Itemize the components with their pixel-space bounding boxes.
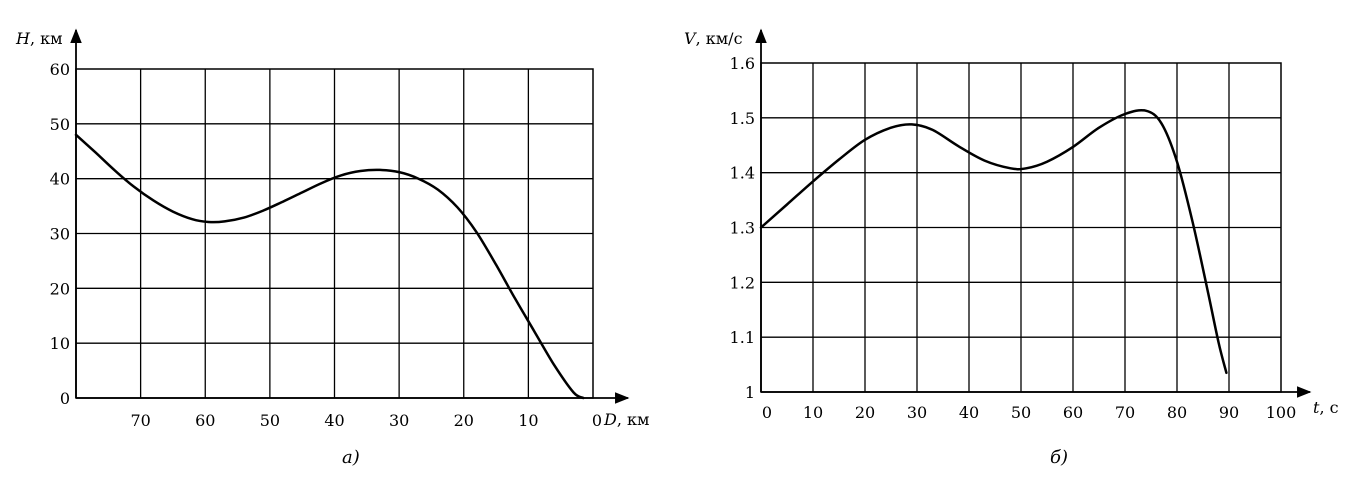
y-tick-label: 0 xyxy=(60,389,70,408)
x-tick-label: 80 xyxy=(1167,403,1187,422)
y-tick-label: 1 xyxy=(745,383,755,402)
x-tick-label: 40 xyxy=(324,411,344,430)
y-tick-label: 40 xyxy=(50,170,70,189)
x-tick-label: 20 xyxy=(454,411,474,430)
x-tick-label: 30 xyxy=(907,403,927,422)
x-tick-label: 90 xyxy=(1219,403,1239,422)
x-tick-label: 60 xyxy=(195,411,215,430)
x-tick-labels-b: 0 10 20 30 40 50 60 70 80 90 100 xyxy=(762,403,1296,422)
x-tick-labels-a: 70 60 50 40 30 20 10 0 xyxy=(130,411,602,430)
y-tick-label: 1.1 xyxy=(730,328,755,347)
y-tick-label: 1.4 xyxy=(730,164,755,183)
grid-b xyxy=(761,63,1281,392)
y-tick-label: 50 xyxy=(50,115,70,134)
y-tick-label: 1.3 xyxy=(730,219,755,238)
x-axis-label-a: D, км xyxy=(603,410,649,429)
x-tick-label: 70 xyxy=(1115,403,1135,422)
y-tick-labels-a: 0 10 20 30 40 50 60 xyxy=(50,60,70,408)
caption-b: б) xyxy=(1050,447,1068,468)
series-line-a xyxy=(74,133,585,400)
x-tick-label: 0 xyxy=(762,403,772,422)
y-tick-label: 1.5 xyxy=(730,109,755,128)
caption-a: а) xyxy=(342,447,360,468)
x-tick-label: 50 xyxy=(260,411,280,430)
y-axis-label-a: H, км xyxy=(15,29,63,48)
y-tick-label: 30 xyxy=(50,225,70,244)
x-tick-label: 70 xyxy=(130,411,150,430)
chart-altitude-vs-distance: 0 10 20 30 40 50 60 70 60 50 40 30 20 10 0 H, км D, к… xyxy=(15,28,649,468)
x-tick-label: 0 xyxy=(592,411,602,430)
x-tick-label: 40 xyxy=(959,403,979,422)
x-tick-label: 60 xyxy=(1063,403,1083,422)
x-tick-label: 50 xyxy=(1011,403,1031,422)
y-tick-label: 20 xyxy=(50,279,70,298)
chart-velocity-vs-time: 1 1.1 1.2 1.3 1.4 1.5 1.6 0 10 20 30 40 50 60 70 80 90 1… xyxy=(684,28,1339,468)
y-tick-label: 1.6 xyxy=(730,54,755,73)
y-tick-label: 10 xyxy=(50,334,70,353)
x-tick-label: 100 xyxy=(1266,403,1297,422)
x-tick-label: 10 xyxy=(518,411,538,430)
x-tick-label: 30 xyxy=(389,411,409,430)
grid-a xyxy=(76,69,593,398)
x-axis-label-b: t, с xyxy=(1313,398,1339,417)
y-tick-label: 60 xyxy=(50,60,70,79)
series-line-b xyxy=(759,108,1228,375)
x-tick-label: 10 xyxy=(803,403,823,422)
y-axis-label-b: V, км/с xyxy=(684,29,743,48)
y-tick-label: 1.2 xyxy=(730,273,755,292)
y-tick-labels-b: 1 1.1 1.2 1.3 1.4 1.5 1.6 xyxy=(730,54,755,402)
x-tick-label: 20 xyxy=(855,403,875,422)
